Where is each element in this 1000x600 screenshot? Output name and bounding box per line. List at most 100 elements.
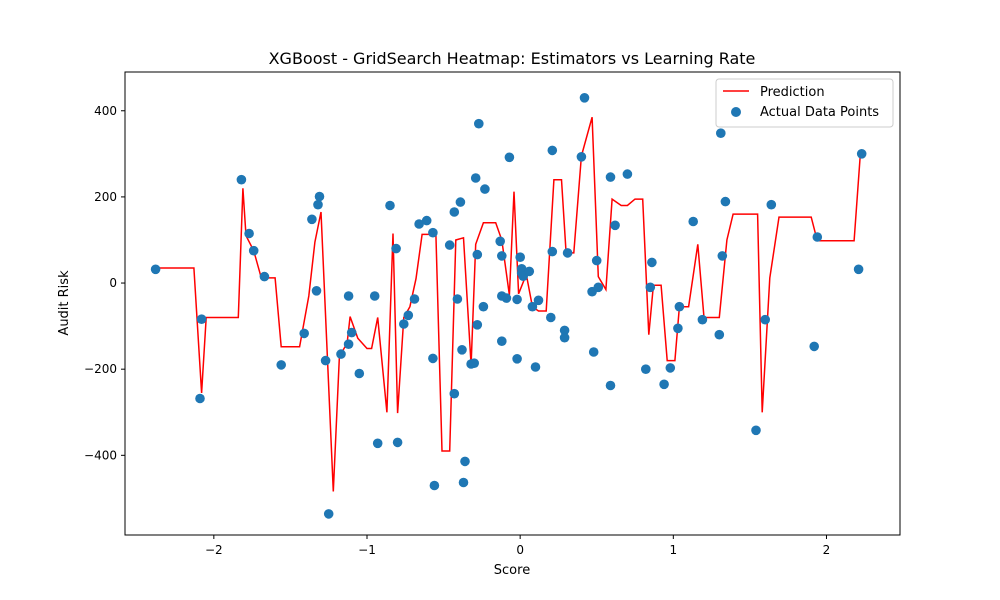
data-point bbox=[428, 227, 438, 238]
data-point bbox=[605, 172, 616, 182]
data-point bbox=[449, 388, 460, 399]
data-point bbox=[533, 295, 544, 306]
data-point bbox=[385, 200, 395, 211]
legend-box bbox=[715, 78, 894, 128]
data-point bbox=[444, 240, 455, 250]
x-tick-label: 1 bbox=[669, 543, 677, 557]
y-axis: −400 −200 0 200 400 bbox=[84, 104, 125, 462]
data-point bbox=[391, 243, 401, 254]
data-point bbox=[720, 196, 731, 207]
data-point bbox=[414, 219, 424, 229]
data-point bbox=[276, 360, 287, 370]
data-point bbox=[751, 425, 761, 436]
legend-actual-swatch bbox=[731, 107, 741, 117]
chart-title: XGBoost - GridSearch Heatmap: Estimators… bbox=[269, 49, 756, 68]
y-axis-label: Audit Risk bbox=[57, 270, 72, 336]
data-point bbox=[429, 480, 440, 491]
data-point bbox=[641, 364, 651, 375]
data-point bbox=[458, 477, 469, 488]
data-point bbox=[697, 314, 708, 325]
data-point bbox=[470, 173, 481, 183]
data-point bbox=[530, 362, 541, 372]
data-point bbox=[559, 332, 570, 343]
x-axis: −2 −1 0 1 2 bbox=[205, 535, 830, 557]
legend-actual-label: Actual Data Points bbox=[760, 105, 879, 120]
data-point bbox=[717, 251, 728, 261]
data-point bbox=[369, 291, 380, 301]
data-point bbox=[392, 437, 403, 448]
data-point bbox=[307, 214, 317, 225]
data-point bbox=[593, 282, 604, 293]
x-axis-label: Score bbox=[494, 563, 530, 578]
legend: Prediction Actual Data Points bbox=[715, 78, 894, 128]
data-point bbox=[497, 251, 507, 261]
data-point bbox=[409, 294, 420, 304]
y-tick-label: −200 bbox=[84, 362, 117, 376]
data-point bbox=[474, 118, 484, 129]
data-point bbox=[714, 329, 725, 340]
data-point bbox=[645, 282, 656, 293]
data-point bbox=[497, 336, 507, 347]
data-point bbox=[399, 319, 409, 329]
data-point bbox=[673, 323, 683, 334]
x-tick-label: 0 bbox=[516, 543, 524, 557]
data-point bbox=[311, 286, 322, 296]
data-point bbox=[766, 199, 777, 210]
data-point bbox=[472, 320, 483, 330]
data-point bbox=[457, 345, 467, 355]
data-point bbox=[524, 266, 535, 277]
plot-frame bbox=[124, 71, 901, 536]
data-point bbox=[856, 149, 867, 159]
data-point bbox=[527, 301, 538, 312]
data-point bbox=[449, 207, 460, 217]
data-point bbox=[478, 301, 489, 312]
data-points-layer bbox=[150, 93, 867, 519]
data-point bbox=[665, 363, 676, 373]
data-point bbox=[579, 93, 590, 103]
data-point bbox=[688, 216, 698, 227]
data-point bbox=[659, 379, 669, 390]
data-point bbox=[853, 264, 864, 275]
x-tick-label: −1 bbox=[358, 543, 376, 557]
data-point bbox=[336, 349, 346, 359]
data-point bbox=[559, 325, 570, 336]
plot-area bbox=[124, 71, 901, 536]
data-point bbox=[314, 191, 325, 202]
data-point bbox=[403, 310, 414, 321]
data-point bbox=[299, 328, 310, 339]
data-point bbox=[512, 294, 522, 305]
data-point bbox=[354, 368, 365, 379]
data-point bbox=[343, 339, 354, 350]
y-tick-label: 200 bbox=[94, 190, 117, 204]
data-point bbox=[248, 245, 259, 256]
data-point bbox=[588, 347, 599, 357]
x-tick-label: 2 bbox=[823, 543, 831, 557]
x-tick-label: −2 bbox=[205, 543, 223, 557]
data-point bbox=[562, 248, 573, 258]
data-point bbox=[501, 293, 512, 303]
data-point bbox=[455, 197, 466, 207]
data-point bbox=[547, 145, 558, 156]
data-point bbox=[622, 169, 633, 179]
data-point bbox=[150, 264, 161, 275]
data-point bbox=[495, 236, 506, 247]
data-point bbox=[605, 380, 616, 391]
y-tick-label: 0 bbox=[109, 276, 117, 290]
data-point bbox=[372, 438, 383, 449]
data-point bbox=[343, 291, 354, 301]
data-point bbox=[512, 354, 522, 364]
data-point bbox=[546, 312, 556, 323]
y-tick-label: −400 bbox=[84, 448, 117, 462]
y-tick-label: 400 bbox=[94, 104, 117, 118]
data-point bbox=[504, 152, 515, 163]
data-point bbox=[452, 294, 463, 304]
data-point bbox=[674, 301, 685, 312]
data-point bbox=[196, 314, 207, 325]
data-point bbox=[259, 271, 270, 282]
data-point bbox=[469, 358, 480, 369]
data-point bbox=[809, 341, 819, 352]
data-point bbox=[515, 252, 525, 262]
data-point bbox=[472, 249, 483, 260]
data-point bbox=[195, 393, 205, 404]
